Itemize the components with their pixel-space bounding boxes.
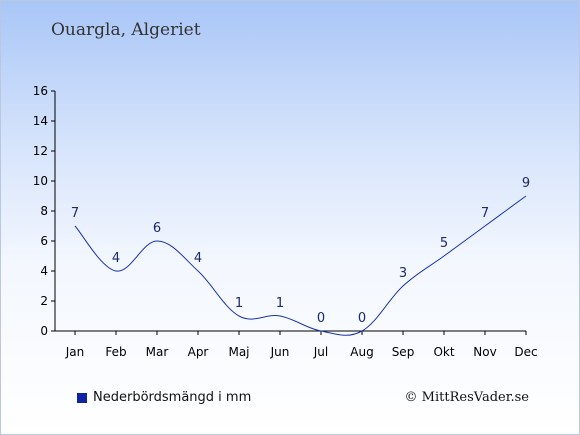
x-tick-label: Feb	[105, 345, 126, 359]
x-tick-label: Sep	[392, 345, 415, 359]
data-point	[484, 225, 486, 227]
data-point	[443, 255, 445, 257]
y-tick-label: 0	[40, 324, 48, 338]
x-tick-label: Okt	[433, 345, 454, 359]
x-tick-label: Jan	[65, 345, 85, 359]
data-point	[361, 330, 363, 332]
y-tick-label: 12	[33, 144, 48, 158]
x-tick-label: Maj	[228, 345, 249, 359]
data-point	[525, 195, 527, 197]
data-point	[115, 270, 117, 272]
data-label: 4	[194, 251, 202, 266]
data-point	[402, 285, 404, 287]
data-label: 1	[235, 296, 243, 311]
legend-swatch	[77, 392, 87, 403]
x-tick-label: Jun	[270, 345, 290, 359]
y-tick-label: 8	[40, 204, 48, 218]
data-label: 9	[522, 176, 530, 191]
data-point	[74, 225, 76, 227]
location-title: Ouargla, Algeriet	[51, 20, 201, 40]
data-label: 7	[71, 206, 79, 221]
y-tick-label: 2	[40, 294, 48, 308]
data-point	[156, 240, 158, 242]
series-line	[74, 195, 527, 336]
chart-marks: 7 4 6 4 1 1 0 0 3 5 7 9	[71, 176, 530, 336]
x-tick-label: Apr	[188, 345, 209, 359]
legend-label: Nederbördsmängd i mm	[93, 390, 252, 405]
data-point	[238, 315, 240, 317]
data-label: 6	[153, 221, 161, 236]
y-tick-label: 16	[33, 84, 48, 98]
data-label: 4	[112, 251, 120, 266]
x-tick-label: Nov	[473, 345, 496, 359]
data-label: 3	[399, 266, 407, 281]
data-point	[320, 330, 322, 332]
y-tick-label: 4	[40, 264, 48, 278]
y-tick-label: 14	[33, 114, 48, 128]
credit-text: © MittResVader.se	[404, 390, 529, 405]
data-point	[279, 315, 281, 317]
legend: Nederbördsmängd i mm	[77, 390, 251, 405]
data-label: 5	[440, 236, 448, 251]
data-label: 7	[481, 206, 489, 221]
x-tick-label: Mar	[146, 345, 169, 359]
x-tick-label: Jul	[313, 345, 328, 359]
data-label: 0	[317, 311, 325, 326]
data-label: 1	[276, 296, 284, 311]
y-tick-label: 6	[40, 234, 48, 248]
data-point	[197, 270, 199, 272]
x-tick-label: Dec	[514, 345, 537, 359]
y-tick-label: 10	[33, 174, 48, 188]
x-tick-label: Aug	[350, 345, 373, 359]
data-label: 0	[358, 311, 366, 326]
